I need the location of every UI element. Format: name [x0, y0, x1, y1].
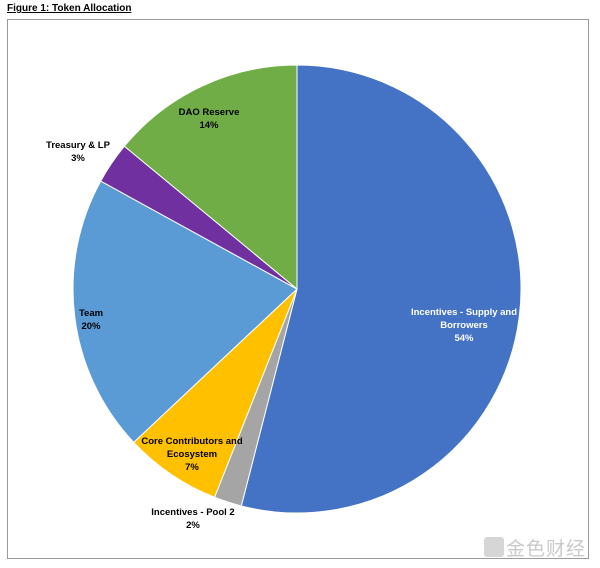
- value-label: 3%: [71, 153, 85, 164]
- value-label: 54%: [454, 333, 474, 344]
- slice-label: Team 20%: [21, 307, 161, 333]
- category-label: Team: [78, 308, 104, 319]
- chart-frame: [7, 19, 589, 559]
- value-label: 7%: [185, 462, 199, 473]
- category-label: Treasury & LP: [46, 140, 110, 151]
- watermark-logo: [484, 537, 504, 557]
- slice-label: DAO Reserve 14%: [139, 106, 279, 132]
- watermark: 金色财经: [506, 539, 587, 560]
- value-label: 20%: [81, 321, 101, 332]
- value-label: 2%: [186, 520, 200, 531]
- category-label: Incentives - Supply and Borrowers: [410, 307, 518, 331]
- slice-label: Core Contributors and Ecosystem 7%: [132, 435, 252, 474]
- pie-slice: [123, 64, 298, 291]
- category-label: Incentives - Pool 2: [151, 507, 235, 518]
- pie-slice: [240, 64, 522, 514]
- slice-label: Incentives - Pool 2 2%: [123, 506, 263, 532]
- slice-label: Incentives - Supply and Borrowers 54%: [404, 306, 524, 345]
- slice-label: Treasury & LP 3%: [8, 139, 148, 165]
- category-label: DAO Reserve: [178, 107, 240, 118]
- pie-slice: [72, 180, 298, 444]
- chart-title: Figure 1: Token Allocation: [7, 3, 132, 14]
- value-label: 14%: [199, 120, 219, 131]
- category-label: Core Contributors and Ecosystem: [141, 436, 243, 460]
